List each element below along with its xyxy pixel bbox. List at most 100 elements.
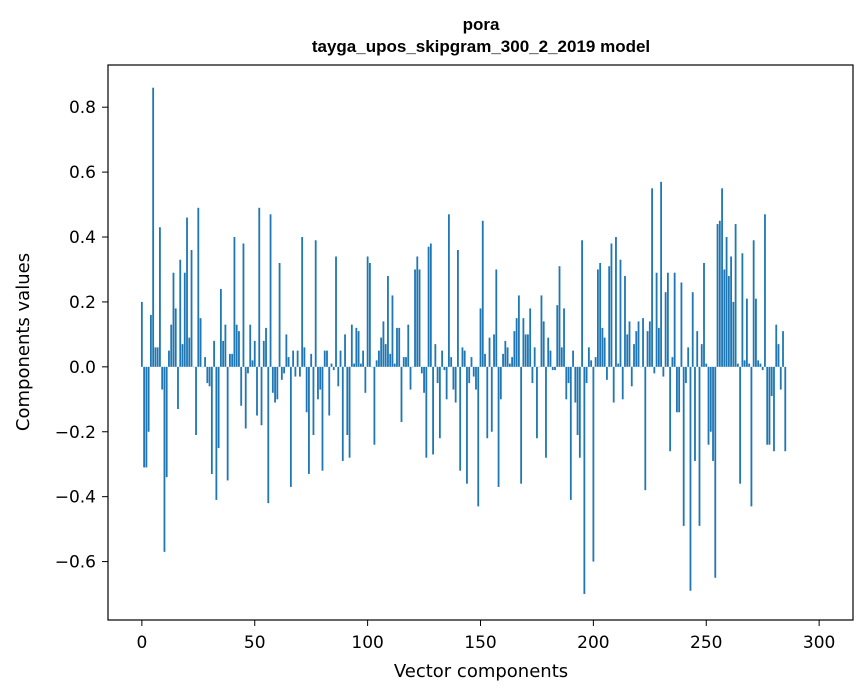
bar-186	[560, 347, 563, 367]
bar-111	[391, 295, 394, 367]
bar-104	[375, 360, 378, 367]
bar-216	[628, 321, 631, 367]
bar-59	[274, 366, 276, 403]
bar-238	[678, 366, 681, 413]
bar-189	[567, 366, 570, 384]
x-tick-label: 250	[690, 633, 722, 653]
bar-101	[368, 262, 371, 367]
bar-36	[222, 340, 225, 367]
x-tick-label: 0	[136, 633, 147, 653]
bar-38	[226, 366, 229, 481]
bar-8	[159, 227, 161, 367]
bar-53	[260, 366, 263, 426]
bar-44	[240, 366, 243, 406]
bar-6	[154, 347, 157, 367]
bar-251	[707, 366, 710, 445]
bar-261	[730, 256, 732, 367]
bar-48	[249, 324, 252, 367]
bar-232	[664, 292, 667, 367]
bar-278	[768, 366, 771, 445]
bar-195	[581, 240, 583, 367]
bar-220	[637, 321, 640, 367]
bar-122	[416, 256, 419, 367]
y-axis-ticks: −0.6 −0.4 −0.2 0.0 0.2 0.4 0.6 0.8	[55, 98, 108, 573]
bar-118	[407, 324, 410, 367]
bar-252	[709, 366, 712, 432]
bar-10	[163, 366, 166, 552]
bar-258	[723, 269, 726, 367]
bar-84	[330, 363, 333, 367]
y-tick-label: 0.6	[69, 163, 96, 183]
bar-194	[578, 366, 581, 458]
bar-26	[199, 318, 202, 367]
chart-title: pora	[463, 15, 500, 34]
bar-282	[777, 344, 780, 367]
bar-4	[149, 314, 152, 367]
bar-208	[610, 243, 613, 367]
bar-161	[504, 340, 507, 367]
bar-235	[671, 357, 674, 367]
bar-18	[181, 344, 184, 367]
bars-group	[140, 87, 787, 595]
bar-211	[617, 363, 620, 367]
bar-140	[457, 250, 459, 367]
bar-253	[712, 366, 714, 461]
bar-127	[427, 246, 430, 367]
bar-153	[486, 366, 489, 439]
bar-157	[495, 269, 498, 367]
bar-51	[256, 366, 258, 416]
x-tick-label: 50	[244, 633, 266, 653]
y-tick-label: −0.4	[55, 488, 96, 508]
bar-144	[466, 366, 468, 484]
bar-266	[741, 253, 744, 367]
bar-149	[477, 366, 480, 507]
bar-93	[350, 324, 353, 367]
bar-240	[682, 366, 685, 526]
bar-113	[396, 327, 398, 367]
bar-200	[592, 366, 595, 562]
bar-7	[156, 347, 159, 367]
bar-283	[779, 366, 782, 390]
bar-25	[197, 207, 200, 367]
bar-80	[321, 366, 324, 471]
bar-133	[441, 350, 444, 367]
bar-100	[366, 256, 369, 367]
bar-199	[590, 360, 593, 367]
bar-89	[341, 366, 344, 461]
bar-222	[642, 318, 644, 367]
bar-196	[583, 366, 586, 595]
bar-281	[775, 324, 778, 367]
bar-129	[432, 366, 434, 455]
bar-172	[529, 308, 532, 367]
bar-141	[459, 366, 462, 471]
bar-107	[382, 321, 385, 367]
bar-17	[179, 259, 182, 367]
bar-132	[438, 366, 441, 439]
bar-218	[633, 344, 635, 367]
bar-158	[497, 366, 500, 487]
bar-164	[511, 357, 514, 367]
bar-78	[317, 366, 319, 400]
bar-236	[673, 272, 676, 367]
bar-177	[540, 295, 543, 367]
bar-267	[743, 360, 746, 367]
bar-180	[547, 337, 550, 367]
bar-188	[565, 366, 568, 400]
bar-62	[280, 366, 283, 380]
bar-272	[755, 298, 757, 367]
bar-181	[549, 350, 552, 367]
bar-35	[219, 288, 222, 367]
bar-255	[716, 224, 719, 367]
bar-256	[718, 220, 721, 367]
bar-96	[357, 331, 360, 367]
bar-106	[380, 337, 383, 367]
bar-131	[436, 366, 439, 384]
bar-248	[700, 344, 703, 367]
bar-263	[734, 224, 737, 367]
bar-108	[384, 344, 387, 367]
bar-63	[283, 366, 285, 374]
plot-frame	[107, 64, 854, 621]
bar-50	[253, 340, 256, 367]
